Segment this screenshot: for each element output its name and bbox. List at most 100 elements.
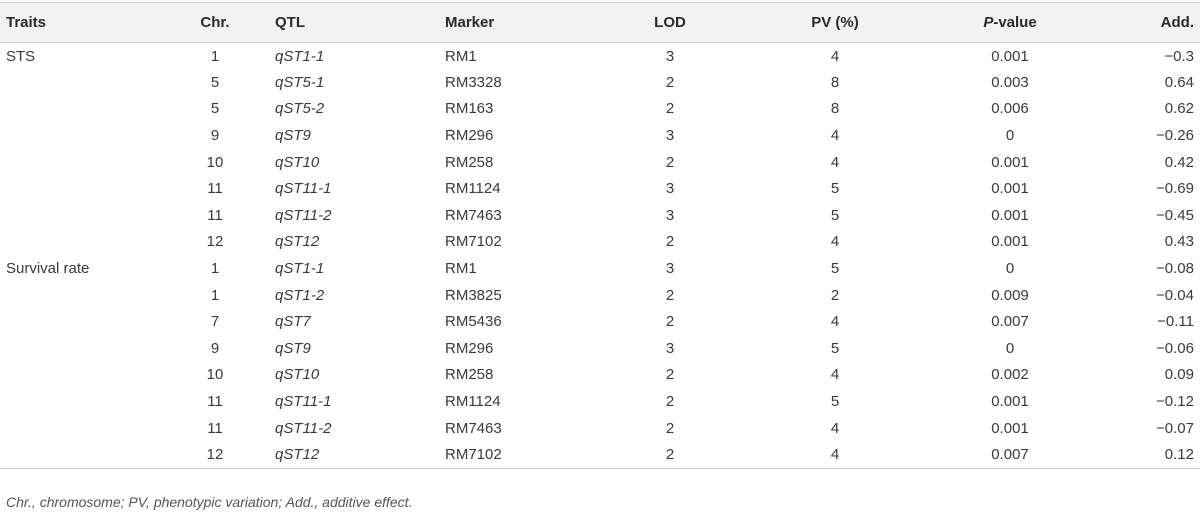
cell-trait — [0, 362, 155, 389]
cell-p-value: 0 — [1005, 127, 1015, 145]
cell-add: 0.62 — [1164, 100, 1194, 118]
cell-add: −0.04 — [1156, 286, 1194, 304]
cell-p-value: 0.003 — [991, 73, 1029, 91]
cell-chr: 5 — [210, 100, 220, 118]
cell-add: 0.12 — [1080, 441, 1200, 469]
header-add: Add. — [1080, 2, 1200, 43]
cell-pv: 4 — [830, 419, 840, 437]
cell-marker: RM296 — [445, 127, 494, 145]
cell-add: −0.08 — [1156, 260, 1194, 278]
cell-marker: RM163 — [445, 100, 494, 118]
header-p-italic: P — [983, 14, 994, 31]
table-row: 5 qST5-2 RM163 2 8 0.006 0.62 — [0, 96, 1200, 123]
cell-add: 0.09 — [1164, 366, 1194, 384]
cell-pv: 5 — [830, 206, 840, 224]
header-row: Traits Chr. QTL Marker LOD PV (%) P-valu… — [0, 2, 1200, 43]
cell-lod: 2 — [665, 73, 675, 91]
cell-marker: RM1124 — [445, 393, 501, 411]
cell-qtl: qST5-2 — [275, 100, 325, 118]
cell-chr: 10 — [206, 366, 224, 384]
cell-lod: 3 — [665, 206, 675, 224]
cell-marker: RM296 — [445, 339, 494, 357]
header-chr: Chr. — [155, 2, 275, 43]
cell-qtl: qST10 — [275, 153, 320, 171]
cell-marker: RM258 — [445, 153, 494, 171]
cell-marker: RM7102 — [445, 441, 610, 469]
cell-chr: 9 — [210, 127, 220, 145]
cell-qtl: qST5-1 — [275, 73, 325, 91]
cell-lod: 2 — [665, 419, 675, 437]
cell-pv: 5 — [830, 393, 840, 411]
cell-p-value: 0.009 — [991, 286, 1029, 304]
cell-trait — [0, 388, 155, 415]
cell-chr: 7 — [210, 313, 220, 331]
cell-add: −0.3 — [1164, 47, 1194, 65]
table-row: 10 qST10 RM258 2 4 0.002 0.09 — [0, 362, 1200, 389]
cell-lod: 3 — [665, 339, 675, 357]
cell-qtl: qST7 — [275, 313, 311, 331]
cell-p-value: 0.001 — [991, 233, 1029, 251]
cell-marker: RM7463 — [445, 206, 502, 224]
cell-chr: 1 — [210, 47, 220, 65]
cell-chr: 11 — [207, 206, 223, 224]
cell-lod: 3 — [665, 260, 675, 278]
cell-p-value: 0.001 — [991, 47, 1029, 65]
cell-p-value: 0.002 — [991, 366, 1029, 384]
cell-add: 0.42 — [1164, 153, 1194, 171]
cell-pv: 5 — [830, 260, 840, 278]
cell-p-value: 0.001 — [991, 419, 1029, 437]
cell-chr: 10 — [206, 153, 224, 171]
cell-trait — [0, 415, 155, 442]
cell-trait — [0, 441, 155, 469]
cell-pv: 4 — [830, 47, 840, 65]
cell-lod: 2 — [665, 233, 675, 251]
cell-trait — [0, 335, 155, 362]
table-row: 11 qST11-2 RM7463 2 4 0.001 −0.07 — [0, 415, 1200, 442]
cell-pv: 5 — [830, 339, 840, 357]
cell-trait — [0, 149, 155, 176]
cell-trait — [0, 69, 155, 96]
cell-p-value: 0.001 — [991, 180, 1029, 198]
cell-chr: 11 — [207, 180, 223, 198]
header-pv: PV (%) — [730, 2, 940, 43]
table-row: 1 qST1-2 RM3825 2 2 0.009 −0.04 — [0, 282, 1200, 309]
cell-p-value: 0.007 — [940, 441, 1080, 469]
cell-pv: 4 — [730, 441, 940, 469]
cell-marker: RM258 — [445, 366, 494, 384]
cell-pv: 2 — [830, 286, 840, 304]
cell-trait — [0, 202, 155, 229]
cell-add: −0.07 — [1156, 419, 1194, 437]
table-row: 10 qST10 RM258 2 4 0.001 0.42 — [0, 149, 1200, 176]
cell-marker: RM1124 — [445, 180, 501, 198]
cell-add: −0.11 — [1157, 313, 1194, 331]
cell-marker: RM7102 — [445, 233, 502, 251]
cell-p-value: 0.001 — [991, 153, 1029, 171]
cell-trait — [0, 282, 155, 309]
cell-chr: 1 — [210, 260, 220, 278]
table-row: 9 qST9 RM296 3 5 0 −0.06 — [0, 335, 1200, 362]
table-row: 12 qST12 RM7102 2 4 0.001 0.43 — [0, 229, 1200, 256]
cell-lod: 3 — [665, 180, 675, 198]
cell-lod: 2 — [665, 366, 675, 384]
cell-marker: RM5436 — [445, 313, 502, 331]
cell-chr: 9 — [210, 339, 220, 357]
cell-p-value: 0.006 — [991, 100, 1029, 118]
cell-chr: 5 — [210, 73, 220, 91]
table-footnote: Chr., chromosome; PV, phenotypic variati… — [6, 494, 413, 510]
cell-trait — [0, 122, 155, 149]
cell-qtl: qST11-2 — [275, 206, 332, 224]
header-lod: LOD — [610, 2, 730, 43]
cell-pv: 5 — [830, 180, 840, 198]
cell-pv: 4 — [830, 366, 840, 384]
cell-marker: RM3825 — [445, 286, 502, 304]
qtl-table: Traits Chr. QTL Marker LOD PV (%) P-valu… — [0, 2, 1200, 469]
cell-qtl: qST1-2 — [275, 286, 325, 304]
header-p-rest: -value — [993, 14, 1037, 31]
cell-trait — [0, 229, 155, 256]
cell-pv: 8 — [830, 100, 840, 118]
cell-qtl: qST9 — [275, 339, 311, 357]
cell-qtl: qST11-2 — [275, 419, 332, 437]
cell-p-value: 0.001 — [991, 393, 1029, 411]
cell-marker: RM3328 — [445, 73, 502, 91]
cell-lod: 2 — [665, 393, 675, 411]
